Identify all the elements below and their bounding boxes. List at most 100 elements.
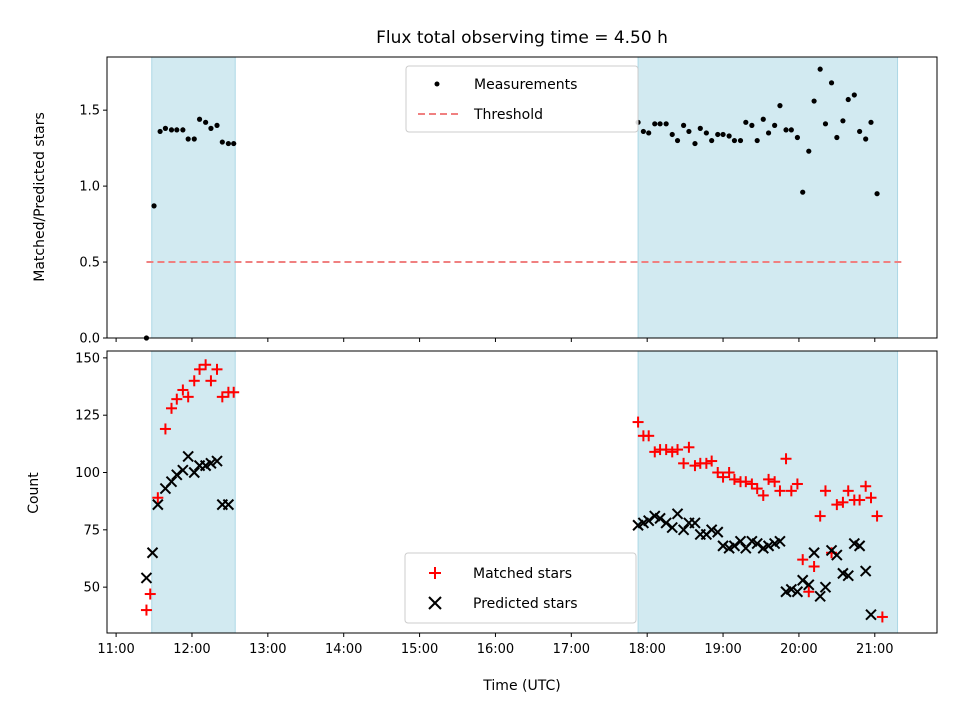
marker-stroke — [712, 526, 724, 538]
measurement-point — [219, 139, 225, 145]
legend-label-measurements: Measurements — [474, 77, 577, 93]
matched-star-point — [649, 446, 661, 458]
measurement-point — [151, 203, 157, 209]
legend-label-threshold: Threshold — [473, 107, 543, 123]
bottom-x-axis: 11:00 12:00 13:00 14:00 15:00 16:00 17:00 18:00… — [97, 633, 894, 657]
marker-stroke — [666, 521, 678, 534]
matched-star-point — [865, 492, 877, 504]
matched-star-point — [660, 444, 672, 456]
measurement-point — [817, 66, 823, 72]
bottom-legend: Matched stars Predicted stars — [404, 552, 637, 624]
measurement-point — [806, 148, 812, 154]
shaded-interval — [637, 56, 899, 339]
marker-stroke — [205, 457, 217, 470]
predicted-star-point — [188, 466, 200, 479]
measurement-point — [840, 118, 846, 124]
bottom-axes-frame — [106, 350, 938, 634]
predicted-star-point — [666, 521, 678, 534]
predicted-star-point — [165, 475, 178, 488]
marker-stroke — [660, 517, 672, 529]
marker-stroke — [171, 469, 183, 481]
marker-stroke — [211, 455, 223, 467]
measurement-point — [737, 137, 744, 144]
x-tick-label: 19:00 — [704, 642, 741, 657]
matched-star-point — [683, 441, 695, 453]
measurement-point — [203, 119, 209, 125]
measurement-point — [208, 125, 214, 131]
predicted-star-point — [211, 455, 223, 467]
matched-star-point — [854, 494, 866, 506]
marker-stroke — [819, 581, 832, 593]
shaded-interval — [151, 350, 236, 634]
marker-stroke — [808, 547, 820, 559]
predicted-star-point — [728, 540, 741, 552]
measurement-point — [788, 127, 794, 133]
matched-star-point — [808, 561, 820, 573]
matched-star-point — [194, 363, 206, 375]
legend-marker-predicted — [428, 596, 442, 610]
measurement-point — [663, 121, 669, 127]
matched-star-point — [751, 483, 763, 495]
matched-star-point — [140, 604, 152, 616]
marker-stroke — [831, 549, 843, 561]
marker-stroke — [689, 517, 701, 529]
measurement-point — [794, 134, 801, 141]
marker-stroke — [785, 583, 798, 596]
marker-stroke — [677, 524, 690, 536]
matched-star-point — [791, 478, 803, 490]
x-tick-label: 18:00 — [628, 642, 665, 657]
top-plot-area — [143, 66, 902, 341]
marker-stroke — [803, 579, 815, 591]
marker-stroke — [649, 510, 661, 522]
marker-stroke — [140, 572, 153, 584]
matched-star-point — [831, 499, 843, 511]
bottom-shaded-intervals — [151, 350, 899, 634]
x-tick-label: 12:00 — [173, 642, 210, 657]
matched-star-point — [785, 485, 797, 497]
predicted-star-point — [654, 512, 666, 525]
predicted-star-point — [140, 572, 153, 584]
matched-star-point — [689, 460, 701, 472]
chart-title: Flux total observing time = 4.50 h — [376, 28, 668, 48]
marker-stroke — [654, 512, 666, 525]
matched-star-point — [780, 453, 792, 465]
top-legend: Measurements Threshold — [405, 65, 639, 133]
x-tick-label: 17:00 — [553, 642, 590, 657]
measurement-point — [669, 131, 675, 138]
predicted-star-point — [791, 586, 804, 598]
predicted-star-point — [774, 535, 786, 547]
matched-star-point — [205, 375, 217, 387]
matched-star-point — [672, 444, 684, 456]
predicted-star-point — [642, 514, 655, 527]
predicted-star-point — [819, 581, 832, 593]
measurement-point — [845, 96, 851, 103]
y-tick-label: 0.0 — [79, 332, 100, 347]
matched-star-point — [803, 586, 815, 598]
matched-star-point — [763, 473, 775, 485]
matched-star-point — [871, 510, 883, 522]
y-tick-label: 125 — [75, 409, 100, 424]
top-shaded-intervals — [151, 56, 899, 339]
predicted-star-point — [865, 608, 877, 621]
y-tick-label: 50 — [83, 581, 100, 596]
matched-star-point — [706, 455, 718, 467]
marker-stroke — [791, 586, 804, 598]
matched-star-point — [769, 476, 781, 488]
predicted-star-point — [814, 590, 826, 603]
top-panel: 0.0 0.5 1.0 1.5 Matched/Predicted stars Mea… — [32, 56, 938, 347]
marker-stroke — [188, 466, 200, 479]
measurement-point — [214, 122, 220, 128]
marker-stroke — [642, 514, 655, 527]
predicted-star-point — [712, 526, 724, 538]
measurement-point — [709, 137, 715, 144]
predicted-star-point — [859, 565, 872, 577]
legend-marker-measurements — [434, 81, 440, 87]
measurement-point — [834, 134, 840, 141]
matched-star-point — [643, 430, 655, 442]
measurement-point — [828, 80, 835, 86]
marker-stroke — [671, 508, 684, 520]
y-tick-label: 100 — [75, 466, 100, 481]
matched-star-point — [876, 611, 888, 623]
matched-star-point — [678, 457, 690, 469]
measurement-point — [754, 137, 760, 144]
